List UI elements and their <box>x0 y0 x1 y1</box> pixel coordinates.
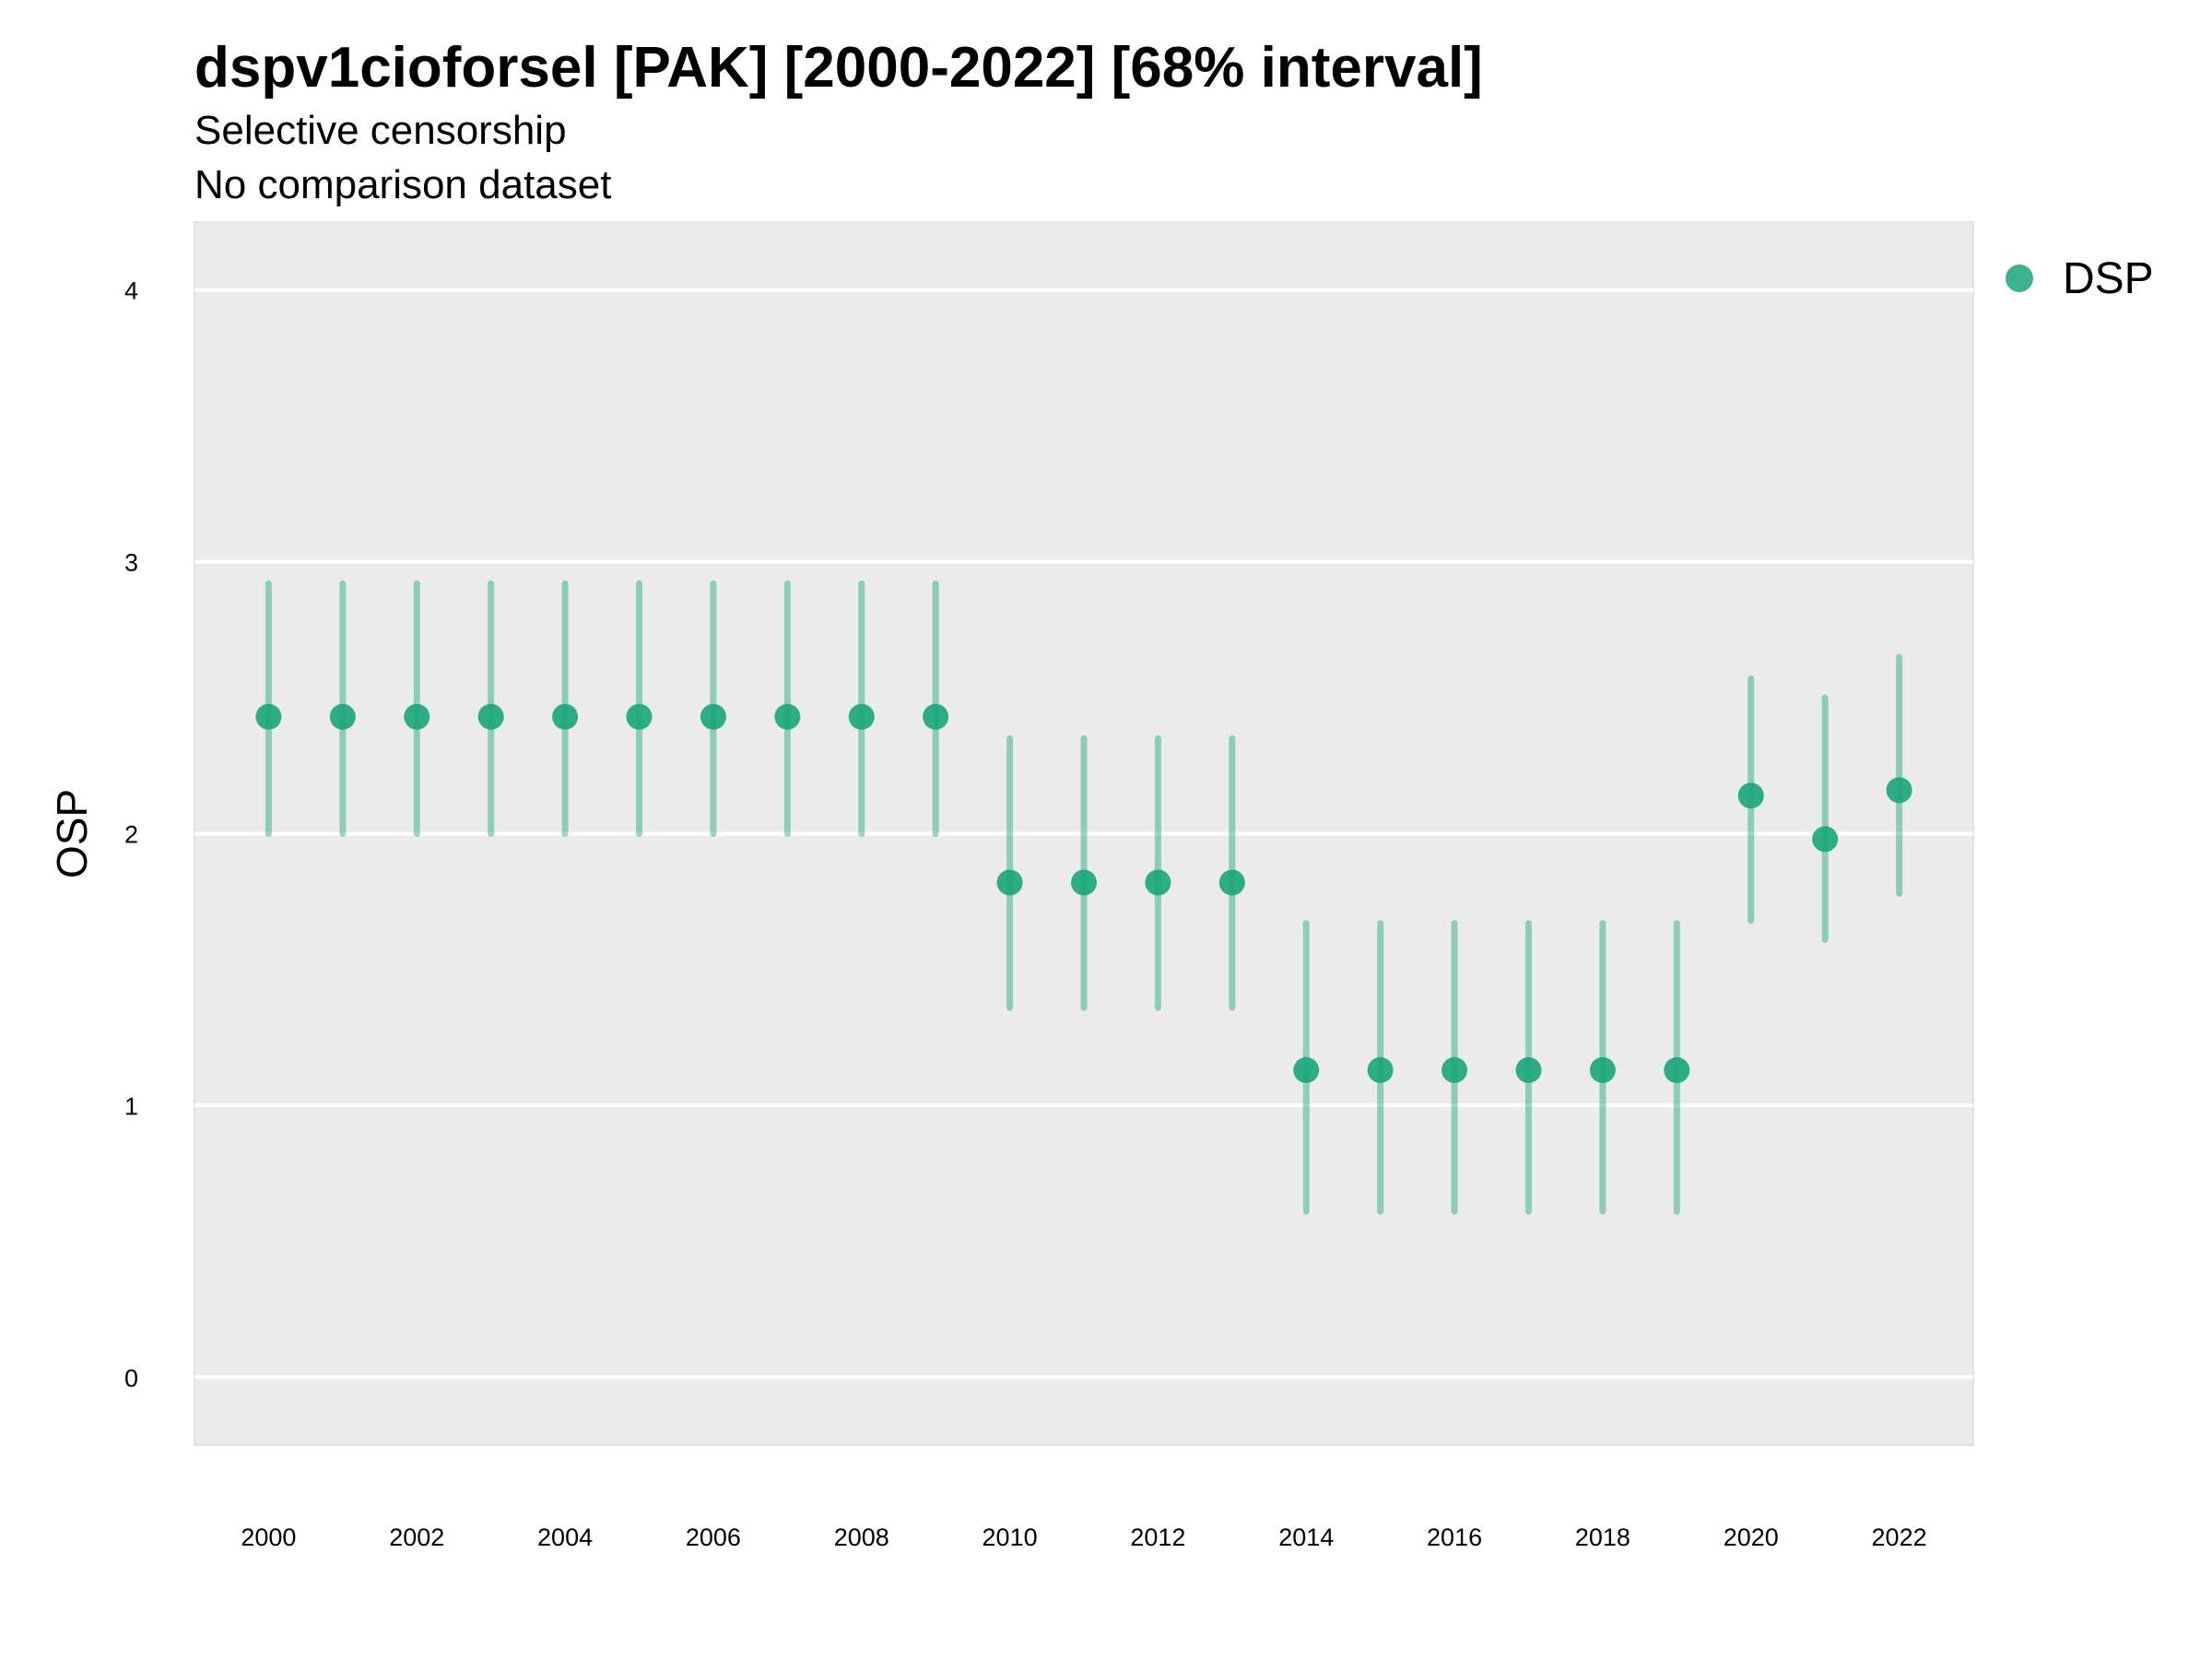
data-point <box>774 703 801 730</box>
grid-lines <box>194 288 1973 1380</box>
data-point <box>255 703 282 730</box>
x-tick-label: 2020 <box>1724 1524 1779 1551</box>
y-tick-label: 0 <box>124 1364 138 1392</box>
data-point <box>1664 1057 1690 1084</box>
x-tick-label: 2002 <box>389 1524 444 1551</box>
data-point <box>404 703 430 730</box>
x-tick-label: 2016 <box>1427 1524 1482 1551</box>
data-point <box>1441 1057 1468 1084</box>
data-point <box>1293 1057 1320 1084</box>
data-point <box>1218 869 1245 896</box>
x-tick-label: 2022 <box>1872 1524 1927 1551</box>
y-tick-label: 3 <box>124 549 138 577</box>
x-tick-label: 2010 <box>982 1524 1038 1551</box>
y-tick-label: 1 <box>124 1092 138 1120</box>
y-axis-ticks: 0 1 2 3 4 <box>124 277 138 1393</box>
data-point <box>996 869 1023 896</box>
x-tick-label: 2018 <box>1575 1524 1630 1551</box>
data-point <box>1515 1057 1542 1084</box>
y-axis-label: OSP <box>48 789 96 878</box>
chart-title: dspv1cioforsel [PAK] [2000-2022] [68% in… <box>194 36 1483 100</box>
data-point <box>1812 826 1839 853</box>
y-tick-label: 2 <box>124 821 138 849</box>
x-tick-label: 2014 <box>1278 1524 1334 1551</box>
data-point <box>552 703 579 730</box>
data-point <box>1367 1057 1394 1084</box>
x-tick-label: 2004 <box>537 1524 593 1551</box>
legend-entry-dsp: DSP <box>2063 254 2154 303</box>
data-point <box>1886 777 1912 804</box>
legend-marker <box>2006 265 2033 292</box>
x-tick-label: 2012 <box>1130 1524 1185 1551</box>
data-point <box>1145 869 1171 896</box>
data-point <box>923 703 949 730</box>
x-tick-label: 2008 <box>834 1524 889 1551</box>
data-point <box>1589 1057 1616 1084</box>
chart-subtitle-2: No comparison dataset <box>194 162 611 207</box>
x-tick-label: 2006 <box>686 1524 741 1551</box>
legend: DSP <box>2006 254 2154 303</box>
x-axis-ticks: 2000 2002 2004 2006 2008 2010 2012 2014 2016 2018… <box>241 1524 1926 1551</box>
data-series <box>255 580 1912 1215</box>
data-point <box>329 703 356 730</box>
data-point <box>700 703 726 730</box>
y-tick-label: 4 <box>124 277 138 305</box>
data-point <box>626 703 653 730</box>
data-point <box>477 703 504 730</box>
chart-subtitle: Selective censorship <box>194 108 567 153</box>
data-point <box>848 703 875 730</box>
data-point <box>1071 869 1097 896</box>
data-point <box>1737 782 1764 809</box>
x-tick-label: 2000 <box>241 1524 296 1551</box>
